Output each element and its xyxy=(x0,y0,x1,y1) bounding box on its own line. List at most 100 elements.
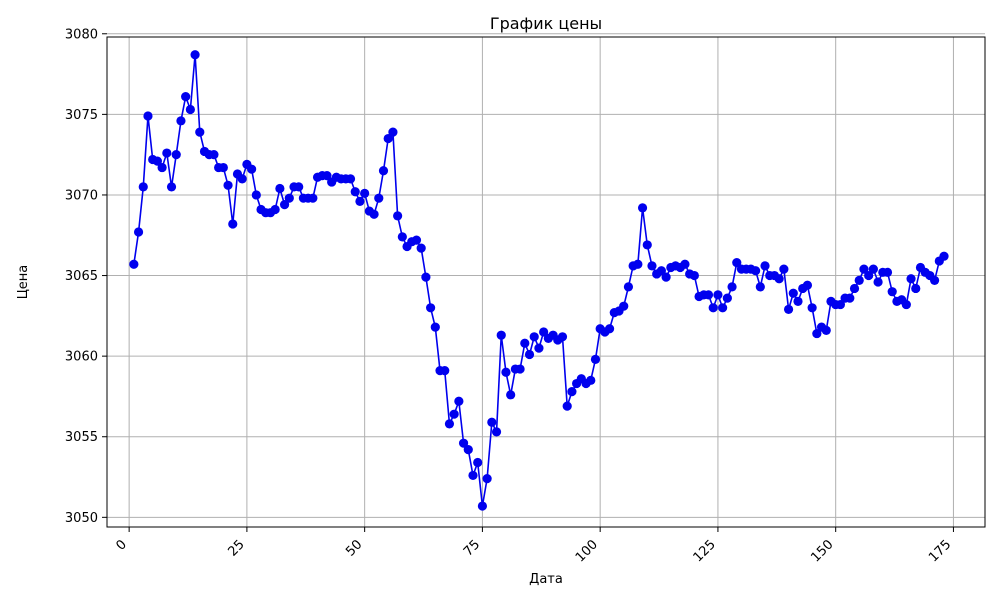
data-point xyxy=(619,301,629,311)
data-point xyxy=(887,287,897,297)
series-price xyxy=(129,50,949,511)
data-point xyxy=(793,296,803,306)
data-point xyxy=(506,390,516,400)
data-point xyxy=(228,219,238,229)
data-point xyxy=(939,251,949,261)
data-point xyxy=(718,303,728,313)
data-point xyxy=(491,427,502,437)
y-tick-label: 3055 xyxy=(65,430,98,445)
data-point xyxy=(171,150,181,160)
data-point xyxy=(275,183,285,194)
data-point xyxy=(656,266,667,276)
data-point xyxy=(623,282,634,292)
data-point xyxy=(868,264,878,274)
data-point xyxy=(463,445,473,455)
data-point xyxy=(642,240,652,250)
data-point xyxy=(378,166,389,176)
data-point xyxy=(637,203,648,213)
data-point xyxy=(562,401,572,411)
data-point xyxy=(708,303,718,313)
data-point xyxy=(732,258,742,268)
data-point xyxy=(388,127,398,137)
data-point xyxy=(911,283,921,294)
y-tick-label: 3060 xyxy=(65,350,98,365)
data-point xyxy=(369,209,379,219)
y-tick-label: 3065 xyxy=(65,269,98,284)
data-point xyxy=(859,264,869,274)
data-point xyxy=(449,409,459,419)
chart-title: График цены xyxy=(490,14,602,33)
data-point xyxy=(284,193,294,203)
data-point xyxy=(350,187,360,197)
data-point xyxy=(590,354,601,364)
data-point xyxy=(440,366,450,376)
data-point xyxy=(689,270,699,281)
data-point xyxy=(345,174,356,184)
data-point xyxy=(882,267,893,277)
data-point xyxy=(181,92,191,102)
y-tick-label: 3080 xyxy=(65,27,98,42)
data-point xyxy=(247,164,257,174)
data-point xyxy=(185,104,195,115)
data-point xyxy=(270,204,280,215)
data-point xyxy=(143,111,153,121)
data-point xyxy=(760,261,770,271)
data-point xyxy=(534,343,544,353)
plot-area-frame xyxy=(106,36,986,528)
data-point xyxy=(360,188,370,198)
data-point xyxy=(416,243,426,253)
data-point xyxy=(458,438,469,448)
data-point xyxy=(444,419,455,429)
y-tick-label: 3070 xyxy=(65,188,98,203)
data-point xyxy=(152,156,162,166)
data-point xyxy=(845,293,855,303)
grid-lines xyxy=(107,33,985,527)
data-point xyxy=(322,171,332,181)
data-point xyxy=(162,148,172,158)
data-point xyxy=(680,259,690,269)
data-point xyxy=(133,227,144,237)
data-point xyxy=(251,190,261,200)
data-point xyxy=(901,299,911,310)
data-point xyxy=(788,288,798,298)
data-point xyxy=(703,290,714,300)
data-point xyxy=(308,193,318,203)
data-point xyxy=(473,457,483,468)
data-point xyxy=(477,501,488,511)
data-point xyxy=(849,283,860,294)
data-point xyxy=(774,274,784,284)
data-point xyxy=(237,174,247,184)
y-axis-title: Цена xyxy=(16,265,31,300)
data-point xyxy=(501,367,511,377)
data-point xyxy=(157,162,167,173)
data-point xyxy=(864,270,874,281)
data-point xyxy=(520,338,530,348)
data-point xyxy=(821,325,831,335)
data-point xyxy=(421,272,431,282)
data-point xyxy=(633,259,643,269)
data-point xyxy=(779,264,789,274)
data-point xyxy=(426,303,436,313)
data-point xyxy=(138,182,148,192)
data-point xyxy=(906,274,916,284)
data-point xyxy=(930,275,940,285)
data-point xyxy=(751,266,761,276)
data-point xyxy=(713,290,723,300)
data-point xyxy=(515,364,525,374)
data-point xyxy=(529,332,539,342)
data-point xyxy=(397,232,407,242)
data-point xyxy=(393,211,403,221)
data-point xyxy=(166,182,177,192)
data-point xyxy=(783,304,794,314)
data-point xyxy=(807,303,817,313)
data-point xyxy=(454,396,464,406)
data-point xyxy=(294,182,304,192)
data-point xyxy=(468,470,478,481)
data-point xyxy=(482,474,492,484)
data-point xyxy=(604,324,615,334)
data-point xyxy=(496,330,506,340)
data-point xyxy=(835,299,845,310)
data-point xyxy=(190,50,200,60)
